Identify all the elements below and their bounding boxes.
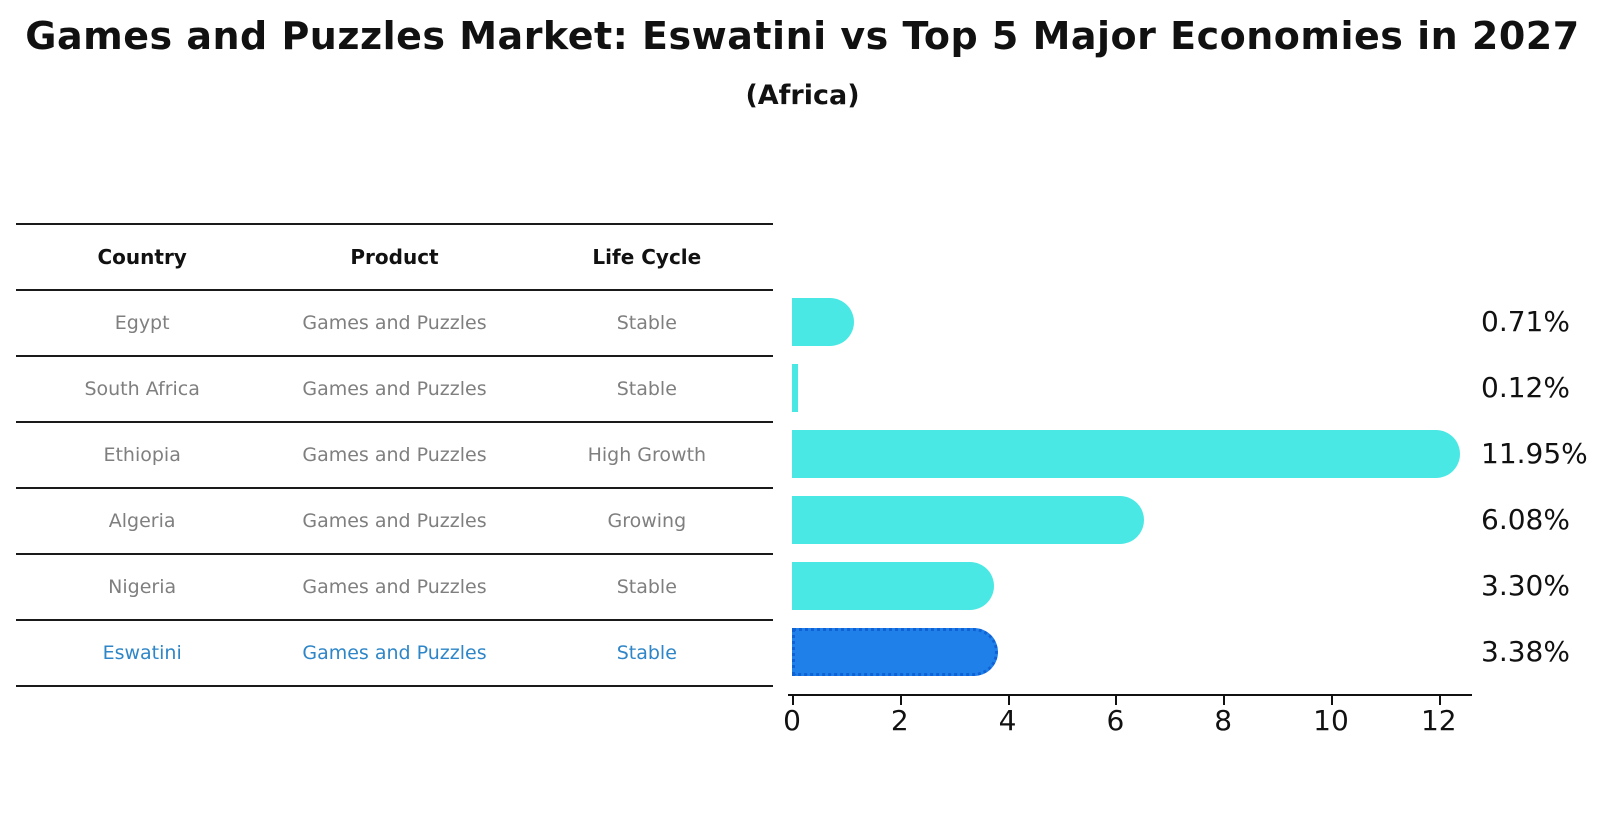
x-axis-tick	[899, 696, 902, 705]
table-row: Nigeria Games and Puzzles Stable	[16, 555, 773, 621]
table-cell-lifecycle: High Growth	[587, 444, 707, 466]
bar-value-label: 11.95%	[1481, 437, 1588, 470]
bar-value-label: 0.71%	[1481, 305, 1570, 338]
column-header-product: Product	[350, 245, 439, 269]
x-axis-tick	[1331, 696, 1333, 705]
table-cell-product: Games and Puzzles	[302, 576, 487, 598]
bar-south-africa	[792, 364, 799, 412]
bar-egypt	[792, 298, 855, 346]
table-cell-lifecycle: Stable	[616, 642, 677, 664]
bar-eswatini-highlighted	[792, 628, 999, 676]
x-axis-tick-label: 6	[1106, 704, 1125, 737]
table-cell-country: South Africa	[84, 378, 200, 400]
table-cell-lifecycle: Stable	[616, 312, 677, 334]
table-cell-product: Games and Puzzles	[302, 510, 487, 532]
table-header-row: Country Product Life Cycle	[16, 225, 773, 291]
column-header-lifecycle: Life Cycle	[592, 245, 702, 269]
table-cell-country: Ethiopia	[103, 444, 181, 466]
x-axis-tick-label: 10	[1313, 704, 1349, 737]
x-axis-tick	[792, 696, 794, 705]
table-cell-product: Games and Puzzles	[302, 378, 487, 400]
bar-nigeria	[792, 562, 994, 610]
table-cell-lifecycle: Stable	[616, 378, 677, 400]
table-row: Algeria Games and Puzzles Growing	[16, 489, 773, 555]
table-cell-country: Nigeria	[108, 576, 177, 598]
x-axis-line	[788, 694, 1472, 696]
table-cell-country: Eswatini	[102, 642, 182, 664]
x-axis-tick-label: 4	[998, 704, 1017, 737]
table-row-highlighted: Eswatini Games and Puzzles Stable	[16, 621, 773, 687]
bar-value-label: 3.30%	[1481, 569, 1570, 602]
column-header-country: Country	[97, 245, 187, 269]
x-axis-tick	[1115, 696, 1118, 705]
x-axis-tick	[1223, 696, 1226, 705]
bar-ethiopia	[792, 430, 1461, 478]
table-cell-product: Games and Puzzles	[302, 312, 487, 334]
table-cell-lifecycle: Stable	[616, 576, 677, 598]
table-cell-product: Games and Puzzles	[302, 642, 487, 664]
x-axis-tick-label: 2	[890, 704, 909, 737]
table-cell-product: Games and Puzzles	[302, 444, 487, 466]
table-row: South Africa Games and Puzzles Stable	[16, 357, 773, 423]
data-table: Country Product Life Cycle Egypt Games a…	[16, 223, 773, 687]
bar-value-label: 0.12%	[1481, 371, 1570, 404]
bar-value-label: 3.38%	[1481, 635, 1570, 668]
table-cell-country: Egypt	[114, 312, 170, 334]
x-axis-tick-label: 12	[1420, 704, 1457, 737]
x-axis-tick	[1438, 696, 1441, 705]
page-subtitle: (Africa)	[745, 80, 860, 111]
table-cell-lifecycle: Growing	[607, 510, 687, 532]
x-axis-tick-label: 8	[1214, 704, 1233, 737]
bar-algeria	[792, 496, 1144, 544]
bar-plot: 0 2 4 6 8 10 12 0.71% 0.12% 11.95% 6.08%…	[783, 0, 1605, 823]
x-axis-tick-label: 0	[783, 704, 801, 737]
table-cell-country: Algeria	[108, 510, 176, 532]
bar-value-label: 6.08%	[1481, 503, 1570, 536]
table-row: Egypt Games and Puzzles Stable	[16, 291, 773, 357]
x-axis-tick	[1007, 696, 1010, 705]
table-row: Ethiopia Games and Puzzles High Growth	[16, 423, 773, 489]
page-title: Games and Puzzles Market: Eswatini vs To…	[25, 14, 1580, 58]
